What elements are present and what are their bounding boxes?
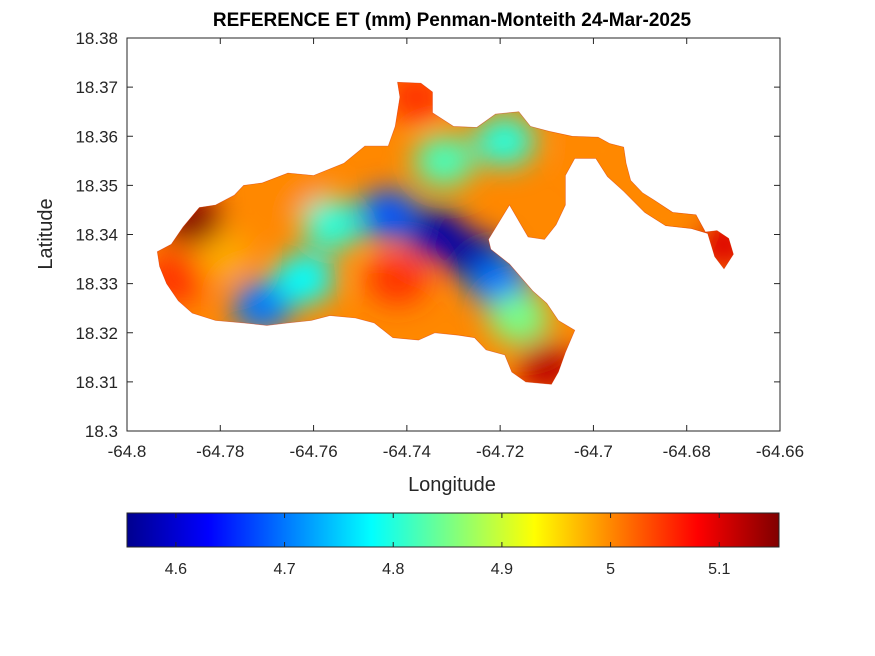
y-tick-label: 18.34 (75, 226, 118, 245)
colorbar-tick-label: 5 (606, 561, 615, 578)
colorbar-tick-label: 4.9 (491, 561, 513, 578)
y-axis: 18.3 18.31 18.32 18.33 18.34 18.35 18.36 18.37 1… (75, 29, 780, 441)
colorbar-ticks: 4.6 4.7 4.8 4.9 5 5.1 (165, 513, 730, 578)
x-tick-label: -64.68 (663, 442, 711, 461)
colorbar: 4.6 4.7 4.8 4.9 5 5.1 (126, 512, 780, 578)
x-tick-label: -64.74 (383, 442, 431, 461)
value-center-8 (474, 115, 535, 167)
chart-title: REFERENCE ET (mm) Penman-Monteith 24-Mar… (213, 10, 692, 31)
colorbar-tick-label: 4.8 (382, 561, 404, 578)
region-outline (156, 81, 734, 385)
y-tick-label: 18.33 (75, 275, 118, 294)
x-tick-label: -64.7 (574, 442, 613, 461)
y-axis-label: Latitude (35, 198, 57, 269)
x-tick-label: -64.72 (476, 442, 524, 461)
x-axis: -64.8 -64.78 -64.76 -64.74 -64.72 -64.7 -64.68… (108, 38, 804, 461)
y-tick-label: 18.37 (75, 78, 118, 97)
y-tick-label: 18.38 (75, 29, 118, 48)
value-center-5 (274, 253, 335, 305)
value-center-6 (302, 199, 363, 251)
value-center-7 (414, 135, 475, 187)
colorbar-tick-label: 4.6 (165, 561, 187, 578)
colorbar-tick-label: 5.1 (708, 561, 730, 578)
x-tick-label: -64.8 (108, 442, 147, 461)
x-tick-label: -64.78 (196, 442, 244, 461)
value-center-2 (358, 189, 419, 241)
x-tick-label: -64.66 (756, 442, 804, 461)
value-center-9 (488, 292, 549, 344)
value-center-4 (232, 280, 293, 332)
y-tick-label: 18.32 (75, 324, 118, 343)
value-center-12 (367, 253, 428, 305)
x-tick-label: -64.76 (289, 442, 337, 461)
colorbar-gradient (126, 512, 780, 548)
y-tick-label: 18.3 (85, 422, 118, 441)
y-tick-label: 18.31 (75, 373, 118, 392)
colorbar-tick-label: 4.7 (273, 561, 295, 578)
y-tick-label: 18.35 (75, 176, 118, 195)
y-tick-label: 18.36 (75, 127, 118, 146)
x-axis-label: Longitude (408, 474, 496, 496)
